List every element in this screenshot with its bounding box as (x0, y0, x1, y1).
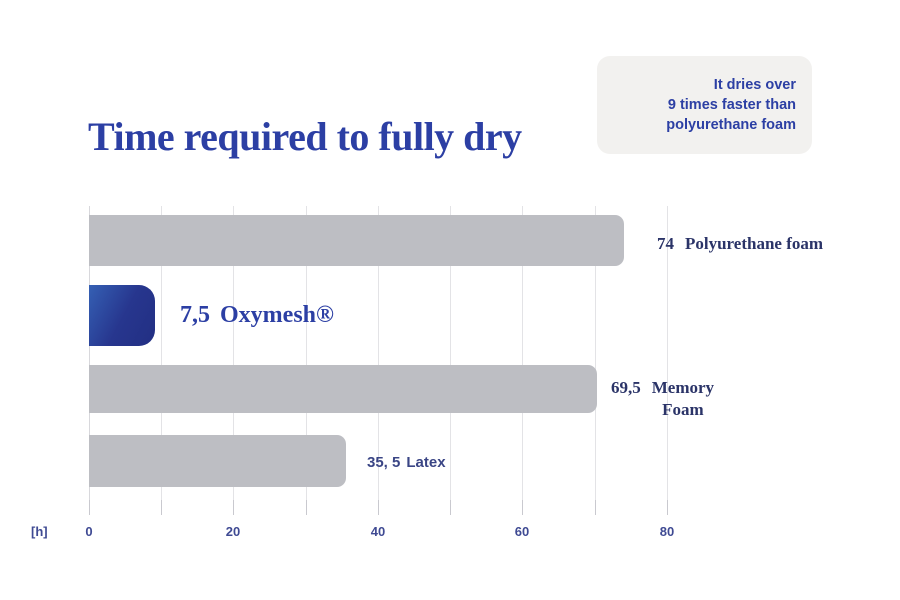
callout-line-2: 9 times faster than (667, 97, 796, 113)
axis-tick-label-80: 80 (659, 524, 675, 539)
tickmark-50 (450, 500, 451, 515)
tickmark-60 (522, 500, 523, 515)
axis-tick-label-0: 0 (85, 524, 93, 539)
tickmark-20 (233, 500, 234, 515)
tickmark-70 (595, 500, 596, 515)
axis-tick-label-60: 60 (514, 524, 530, 539)
gridline-60 (522, 206, 523, 500)
bar-value-memory-foam: 69,5 (611, 378, 641, 397)
bar-label-polyurethane-foam: 74 Polyurethane foam (657, 234, 823, 254)
gridline-70 (595, 206, 596, 500)
bar-label-latex: 35, 5 Latex (367, 454, 446, 471)
gridline-40 (378, 206, 379, 500)
axis-tick-label-40: 40 (370, 524, 386, 539)
bar-name-memory-foam: Memory Foam (652, 377, 714, 421)
tickmark-10 (161, 500, 162, 515)
tickmark-40 (378, 500, 379, 515)
gridline-20 (233, 206, 234, 500)
axis-tick-label-20: 20 (225, 524, 241, 539)
bar-value-polyurethane-foam: 74 (657, 234, 674, 253)
bar-label-memory-foam: 69,5 Memory Foam (611, 377, 714, 421)
bar-oxymesh (89, 285, 155, 346)
bar-name-polyurethane-foam: Polyurethane foam (685, 234, 824, 253)
callout-box: It dries over 9 times faster than polyur… (597, 56, 812, 154)
page-title: Time required to fully dry (88, 114, 522, 159)
bar-name-latex: Latex (406, 454, 446, 471)
callout-line-1: It dries over (713, 77, 796, 93)
bar-label-oxymesh: 7,5 Oxymesh® (180, 302, 334, 330)
bar-value-latex: 35, 5 (367, 454, 401, 471)
tickmark-0 (89, 500, 90, 515)
bar-memory-foam (89, 365, 597, 413)
axis-unit-label: [h] (31, 524, 48, 539)
gridline-0 (89, 206, 90, 500)
bar-polyurethane-foam (89, 215, 624, 266)
gridline-50 (450, 206, 451, 500)
gridline-80 (667, 206, 668, 500)
bar-name-oxymesh: Oxymesh® (220, 302, 334, 328)
tickmark-30 (306, 500, 307, 515)
bar-name-memory-foam-line2: Foam (662, 400, 704, 420)
bar-latex (89, 435, 346, 487)
plot-area (89, 206, 668, 515)
gridline-10 (161, 206, 162, 500)
gridline-30 (306, 206, 307, 500)
callout-line-3: polyurethane foam (666, 117, 796, 133)
bar-value-oxymesh: 7,5 (180, 302, 210, 328)
bar-name-memory-foam-line1: Memory (651, 378, 715, 397)
tickmark-80 (667, 500, 668, 515)
